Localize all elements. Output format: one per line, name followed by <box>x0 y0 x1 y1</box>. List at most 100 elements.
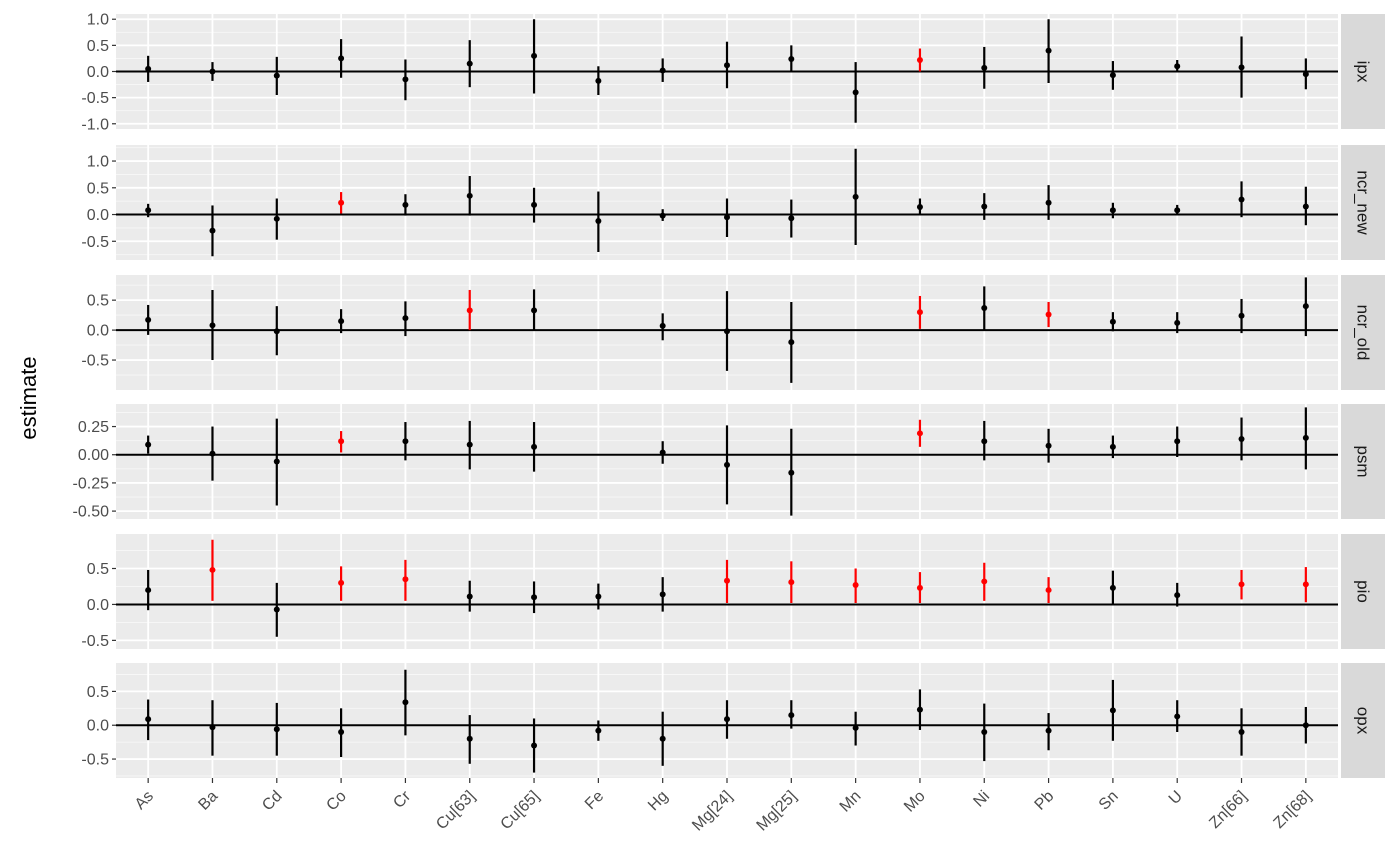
point-Cu[63] <box>466 441 473 448</box>
point-Sn <box>1109 707 1116 714</box>
point-Mg[25] <box>788 215 795 222</box>
point-Cu[65] <box>531 307 538 314</box>
y-tick-label: 0.5 <box>87 561 109 578</box>
point-Zn[68] <box>1302 434 1309 441</box>
strip-label-ipx: ipx <box>1354 61 1373 83</box>
point-Pb <box>1045 311 1052 318</box>
point-Sn <box>1109 207 1116 214</box>
point-Sn <box>1109 443 1116 450</box>
strip-label-ncr_old: ncr_old <box>1354 305 1373 361</box>
strip-background <box>1341 663 1385 778</box>
point-Sn <box>1109 72 1116 79</box>
point-As <box>145 587 152 594</box>
point-As <box>145 65 152 72</box>
point-Cu[63] <box>466 593 473 600</box>
point-Fe <box>595 217 602 224</box>
y-tick-label: 0.5 <box>87 293 109 310</box>
point-Zn[66] <box>1238 312 1245 319</box>
point-Co <box>338 318 345 325</box>
point-U <box>1174 438 1181 445</box>
y-tick-label: 0.0 <box>87 323 109 340</box>
point-Zn[66] <box>1238 729 1245 735</box>
point-Sn <box>1109 318 1116 325</box>
point-Mo <box>916 57 923 63</box>
point-Cu[65] <box>531 201 538 208</box>
strip-background <box>1341 145 1385 260</box>
point-U <box>1174 713 1181 720</box>
point-Cd <box>273 726 280 733</box>
point-Zn[68] <box>1302 203 1309 210</box>
point-Zn[66] <box>1238 581 1245 588</box>
y-tick-label: 0.0 <box>87 718 109 735</box>
strip-background <box>1341 404 1385 519</box>
point-Zn[68] <box>1302 303 1309 310</box>
point-Cu[63] <box>466 60 473 67</box>
facet-psm: 0.25 0.00 -0.25 -0.50 psm <box>73 404 1385 521</box>
point-Co <box>338 199 345 206</box>
point-Mg[25] <box>788 712 795 719</box>
point-Ni <box>981 64 988 71</box>
point-Cr <box>402 201 409 208</box>
point-As <box>145 716 152 723</box>
y-tick-label: -0.5 <box>81 90 109 107</box>
point-Zn[68] <box>1302 71 1309 78</box>
y-tick-label: -0.5 <box>81 234 109 251</box>
facet-ncr_new: 1.0 0.5 0.0 -0.5 ncr_new <box>81 145 1385 260</box>
point-Mn <box>852 89 859 96</box>
y-tick-label: -1.0 <box>81 116 109 133</box>
strip-label-ncr_new: ncr_new <box>1354 170 1373 235</box>
y-tick-label: 1.0 <box>87 12 109 29</box>
point-Cu[63] <box>466 735 473 742</box>
point-Mo <box>916 309 923 316</box>
point-Pb <box>1045 727 1052 734</box>
point-Mn <box>852 724 859 731</box>
point-Ba <box>209 68 216 75</box>
point-Cr <box>402 315 409 322</box>
y-tick-label: -0.5 <box>81 752 109 769</box>
y-tick-label: 0.0 <box>87 207 109 224</box>
point-Mg[24] <box>724 328 730 335</box>
point-Cu[63] <box>466 307 473 314</box>
y-axis-title: estimate <box>16 356 41 439</box>
point-Hg <box>659 735 666 742</box>
point-Mo <box>916 430 923 437</box>
point-Pb <box>1045 587 1052 594</box>
point-U <box>1174 592 1181 599</box>
point-Co <box>338 729 345 735</box>
point-Co <box>338 55 345 62</box>
point-Ba <box>209 566 216 573</box>
point-Mg[25] <box>788 339 795 346</box>
point-Cd <box>273 606 280 613</box>
point-As <box>145 441 152 448</box>
point-Ba <box>209 450 216 457</box>
y-tick-label: 0.5 <box>87 684 109 701</box>
point-U <box>1174 207 1181 214</box>
point-Fe <box>595 77 602 84</box>
point-Zn[68] <box>1302 581 1309 588</box>
point-Mg[24] <box>724 214 730 221</box>
point-Hg <box>659 591 666 598</box>
point-Zn[66] <box>1238 196 1245 203</box>
point-Cr <box>402 76 409 83</box>
y-tick-label: -0.50 <box>73 504 110 521</box>
y-tick-label: -0.5 <box>81 353 109 370</box>
point-Hg <box>659 449 666 456</box>
point-Hg <box>659 212 666 219</box>
point-Mg[24] <box>724 716 730 723</box>
y-tick-label: -0.25 <box>73 475 110 492</box>
point-Fe <box>595 593 602 600</box>
point-Mo <box>916 204 923 211</box>
point-Mn <box>852 193 859 200</box>
point-Hg <box>659 67 666 74</box>
point-Mo <box>916 706 923 713</box>
point-Fe <box>595 727 602 734</box>
strip-background <box>1341 275 1385 390</box>
point-Ba <box>209 227 216 234</box>
point-Mg[24] <box>724 577 730 584</box>
point-Pb <box>1045 442 1052 449</box>
strip-background <box>1341 14 1385 129</box>
point-Sn <box>1109 584 1116 591</box>
strip-background <box>1341 534 1385 649</box>
point-Ni <box>981 203 988 210</box>
